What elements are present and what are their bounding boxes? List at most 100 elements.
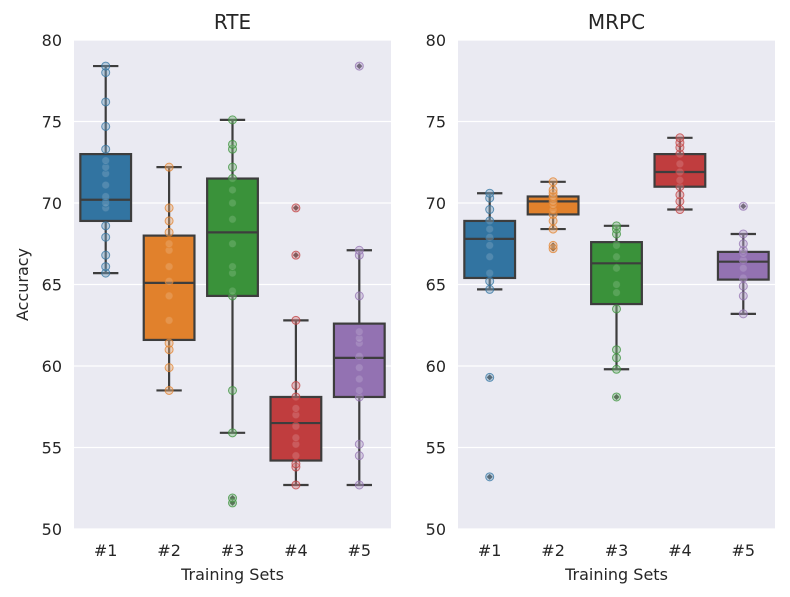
data-point: [354, 480, 364, 490]
data-point: [228, 144, 237, 154]
y-tick-label: 60: [426, 357, 446, 376]
data-point: [291, 315, 301, 325]
data-point: [291, 421, 301, 431]
y-tick-label: 65: [426, 276, 446, 295]
data-point: [485, 240, 495, 250]
data-point: [738, 273, 748, 283]
data-point: [354, 61, 364, 71]
data-point: [228, 214, 237, 224]
y-tick-label: 55: [42, 439, 62, 458]
data-point: [354, 250, 364, 260]
data-point: [228, 198, 237, 208]
data-point: [164, 245, 174, 255]
data-point: [612, 224, 621, 234]
data-point: [164, 262, 174, 272]
data-point: [101, 61, 111, 71]
data-point: [101, 250, 111, 260]
x-tick-label: #1: [94, 541, 118, 560]
y-tick-label: 60: [42, 357, 62, 376]
y-tick-label: 70: [426, 194, 446, 213]
data-point: [612, 392, 621, 402]
data-point: [738, 249, 748, 259]
data-point: [675, 205, 685, 215]
y-tick-label: 75: [42, 113, 62, 132]
data-point: [548, 244, 558, 254]
data-point: [612, 353, 621, 363]
data-point: [548, 191, 558, 201]
data-point: [101, 162, 111, 172]
data-point: [485, 284, 495, 294]
data-point: [485, 216, 495, 226]
x-axis-label: Training Sets: [180, 565, 284, 584]
y-tick-label: 70: [42, 194, 62, 213]
data-point: [164, 276, 174, 286]
data-point: [164, 162, 174, 172]
x-tick-label: #4: [284, 541, 308, 560]
data-point: [291, 381, 301, 391]
chart-title: MRPC: [588, 10, 645, 34]
data-point: [612, 364, 621, 374]
data-point: [548, 185, 558, 195]
y-axis-label: Accuracy: [13, 248, 32, 321]
data-point: [101, 144, 111, 154]
data-point: [485, 472, 495, 482]
box-set-1: [463, 188, 517, 482]
box-set-4: [269, 203, 323, 490]
data-point: [101, 68, 111, 78]
box-set-2: [142, 162, 196, 395]
data-point: [354, 351, 364, 361]
x-tick-label: #3: [605, 541, 629, 560]
data-point: [485, 232, 495, 242]
data-point: [675, 175, 685, 185]
data-point: [228, 428, 237, 438]
iqr-box: [269, 395, 323, 462]
x-tick-label: #2: [157, 541, 181, 560]
data-point: [612, 240, 621, 250]
data-point: [675, 182, 685, 192]
data-point: [548, 216, 558, 226]
x-tick-label: #3: [221, 541, 245, 560]
data-point: [675, 138, 685, 148]
data-point: [738, 239, 748, 249]
data-point: [738, 255, 748, 265]
data-point: [612, 280, 621, 289]
data-point: [291, 392, 301, 402]
data-point: [291, 203, 301, 213]
iqr-box: [79, 153, 133, 223]
outlier-marker: [292, 252, 299, 259]
data-point: [101, 180, 111, 190]
data-point: [738, 281, 748, 291]
data-point: [101, 232, 111, 242]
data-point: [228, 268, 237, 278]
data-point: [101, 121, 111, 131]
data-point: [485, 252, 495, 262]
x-axis-label: Training Sets: [564, 565, 668, 584]
iqr-box: [206, 177, 259, 298]
data-point: [291, 410, 301, 420]
data-point: [354, 392, 364, 402]
box-set-4: [653, 133, 707, 215]
y-tick-label: 50: [42, 520, 62, 539]
iqr-box: [142, 234, 196, 342]
box-set-3: [206, 115, 259, 508]
box-set-1: [79, 61, 133, 278]
data-point: [164, 363, 174, 373]
data-point: [101, 203, 111, 213]
data-point: [291, 439, 301, 449]
outlier-marker: [613, 393, 620, 400]
data-point: [548, 240, 558, 250]
data-point: [101, 156, 111, 166]
data-point: [612, 288, 621, 298]
data-point: [228, 286, 237, 296]
data-point: [548, 224, 558, 234]
data-point: [228, 493, 237, 503]
data-point: [164, 315, 174, 325]
data-point: [354, 363, 364, 373]
chart-panel-0: 50 55 60 65 70 75 80 #1 #2 #3 #4 #5 RTE Training Sets…: [13, 10, 391, 584]
outlier-marker: [486, 374, 493, 381]
data-point: [354, 385, 364, 395]
chart-title: RTE: [214, 10, 251, 34]
data-point: [228, 385, 237, 395]
box-set-5: [716, 201, 770, 319]
x-tick-label: #5: [732, 541, 756, 560]
